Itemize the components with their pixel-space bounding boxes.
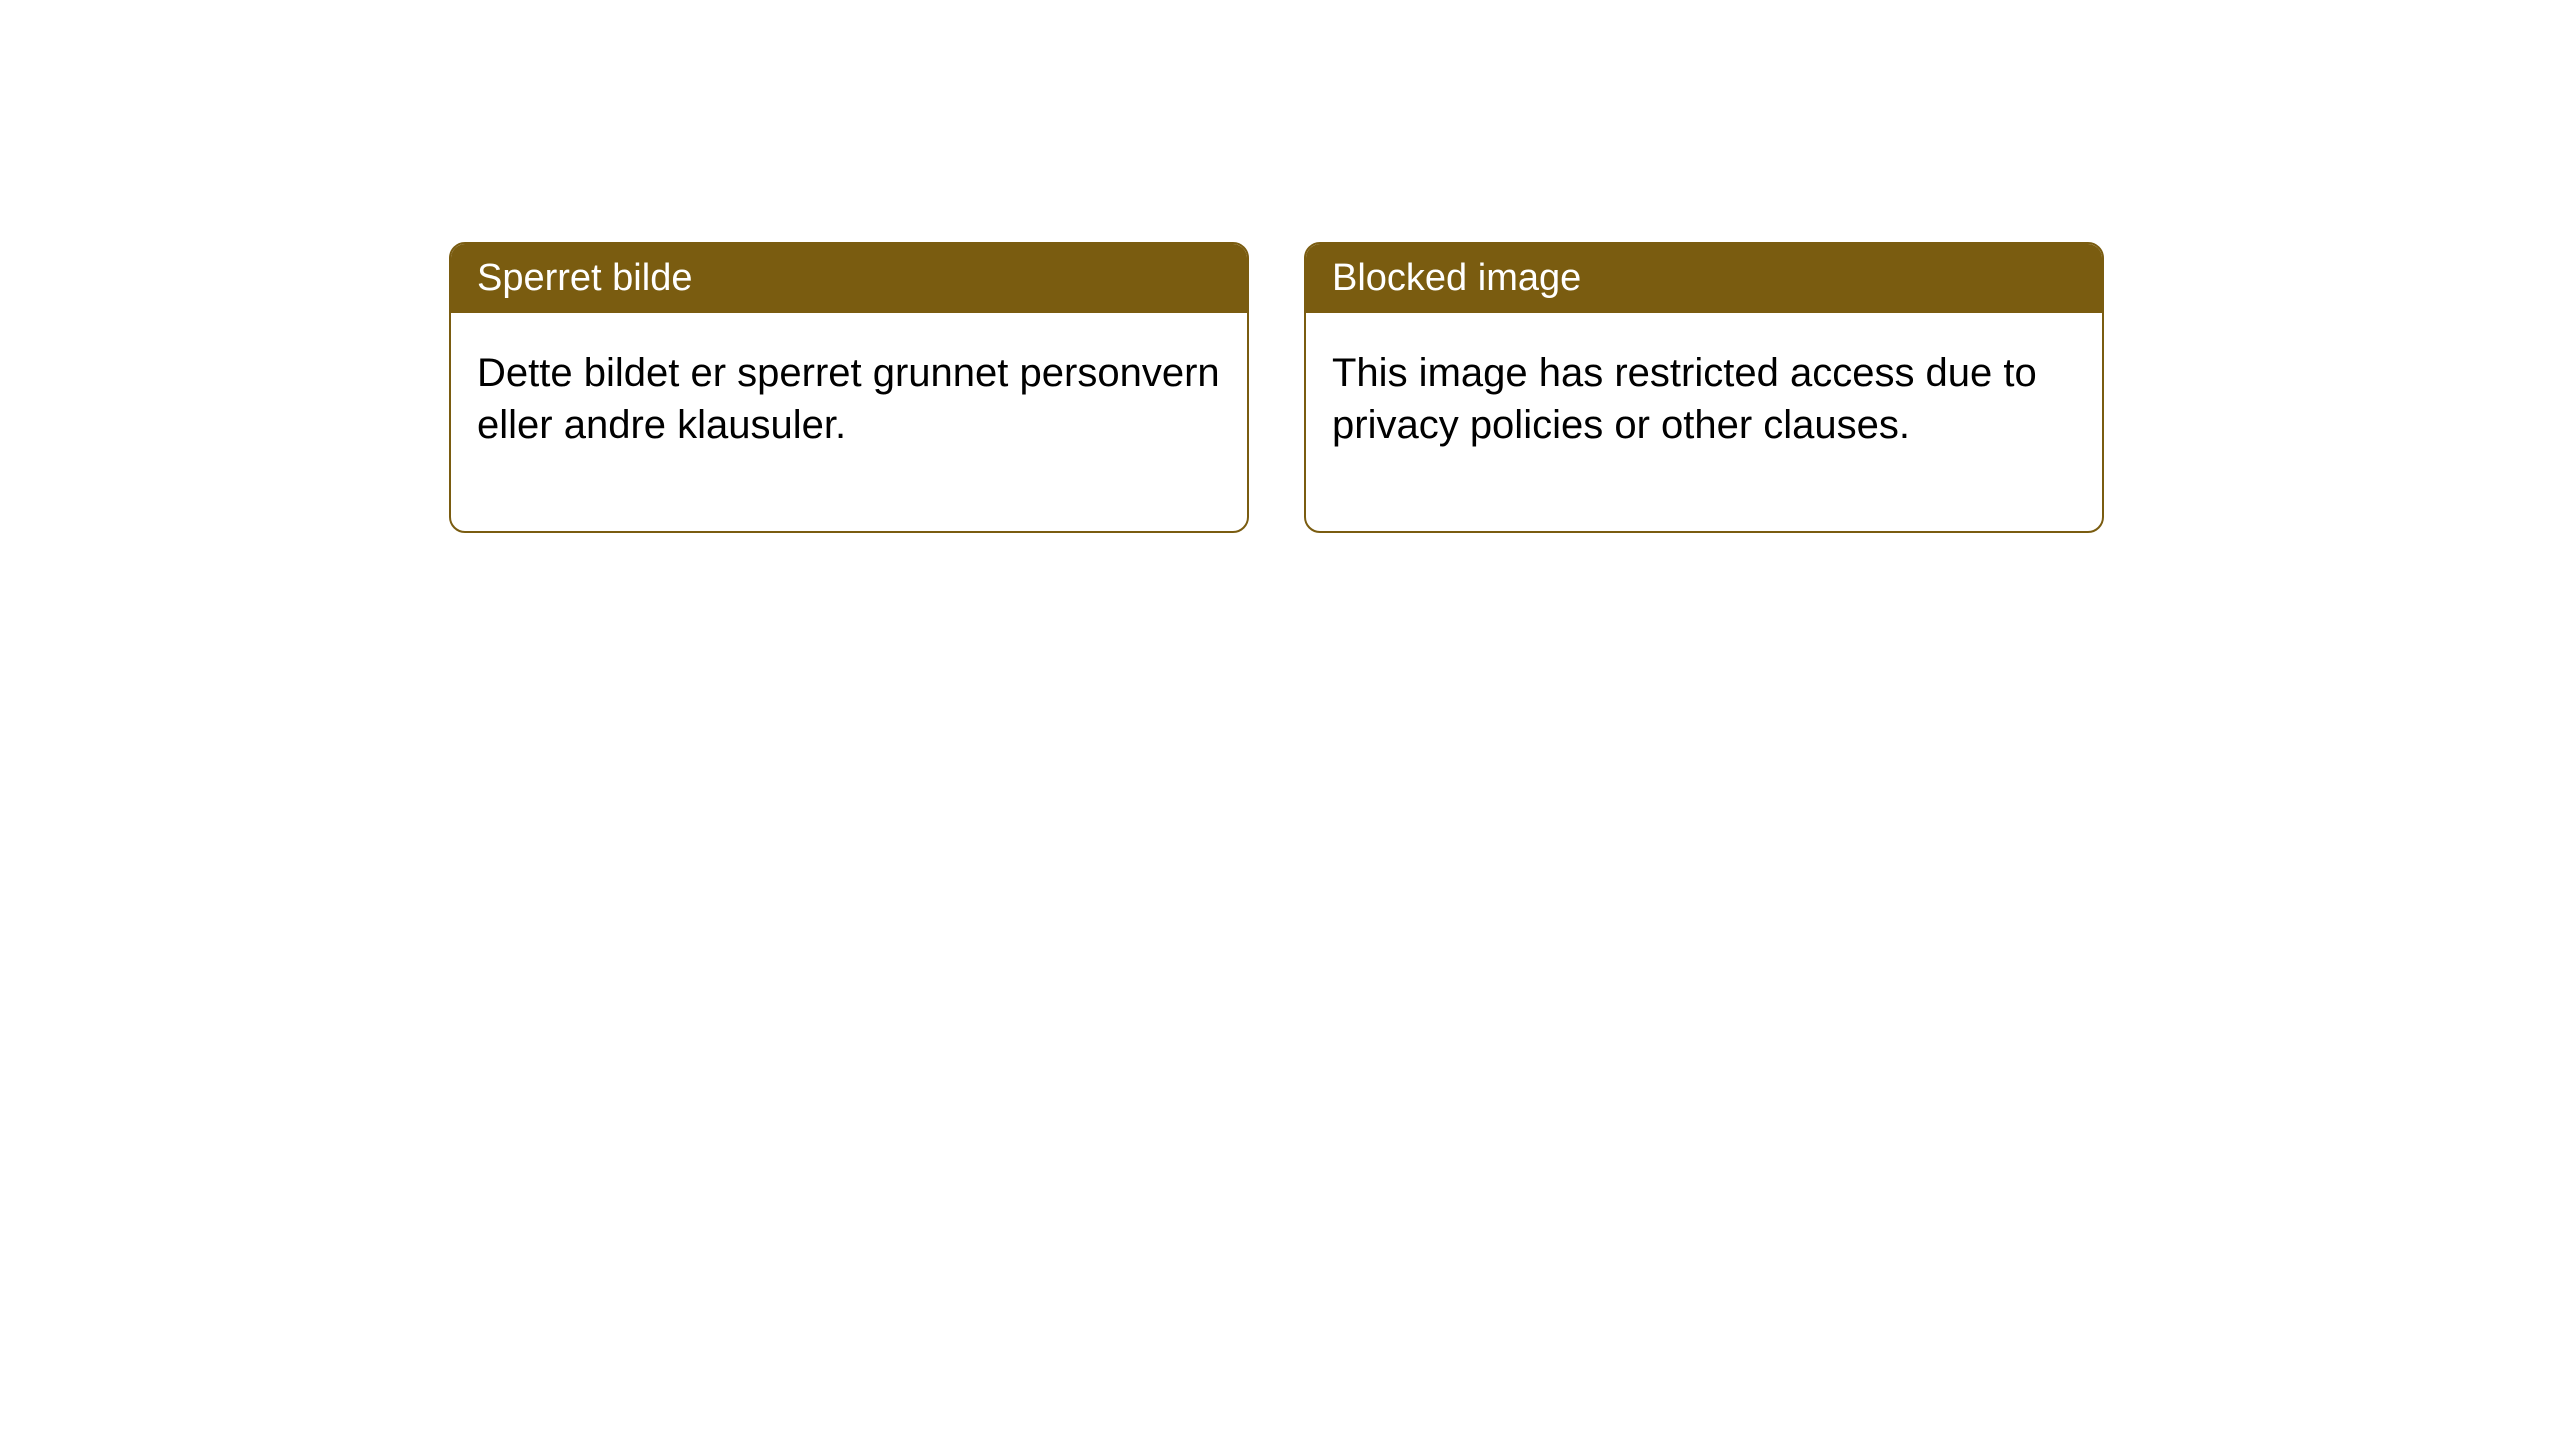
notice-box-english: Blocked image This image has restricted … bbox=[1304, 242, 2104, 533]
notice-title-norwegian: Sperret bilde bbox=[451, 244, 1247, 313]
notice-title-english: Blocked image bbox=[1306, 244, 2102, 313]
notice-box-norwegian: Sperret bilde Dette bildet er sperret gr… bbox=[449, 242, 1249, 533]
notice-body-english: This image has restricted access due to … bbox=[1306, 313, 2102, 531]
notice-container: Sperret bilde Dette bildet er sperret gr… bbox=[449, 242, 2104, 533]
notice-body-norwegian: Dette bildet er sperret grunnet personve… bbox=[451, 313, 1247, 531]
